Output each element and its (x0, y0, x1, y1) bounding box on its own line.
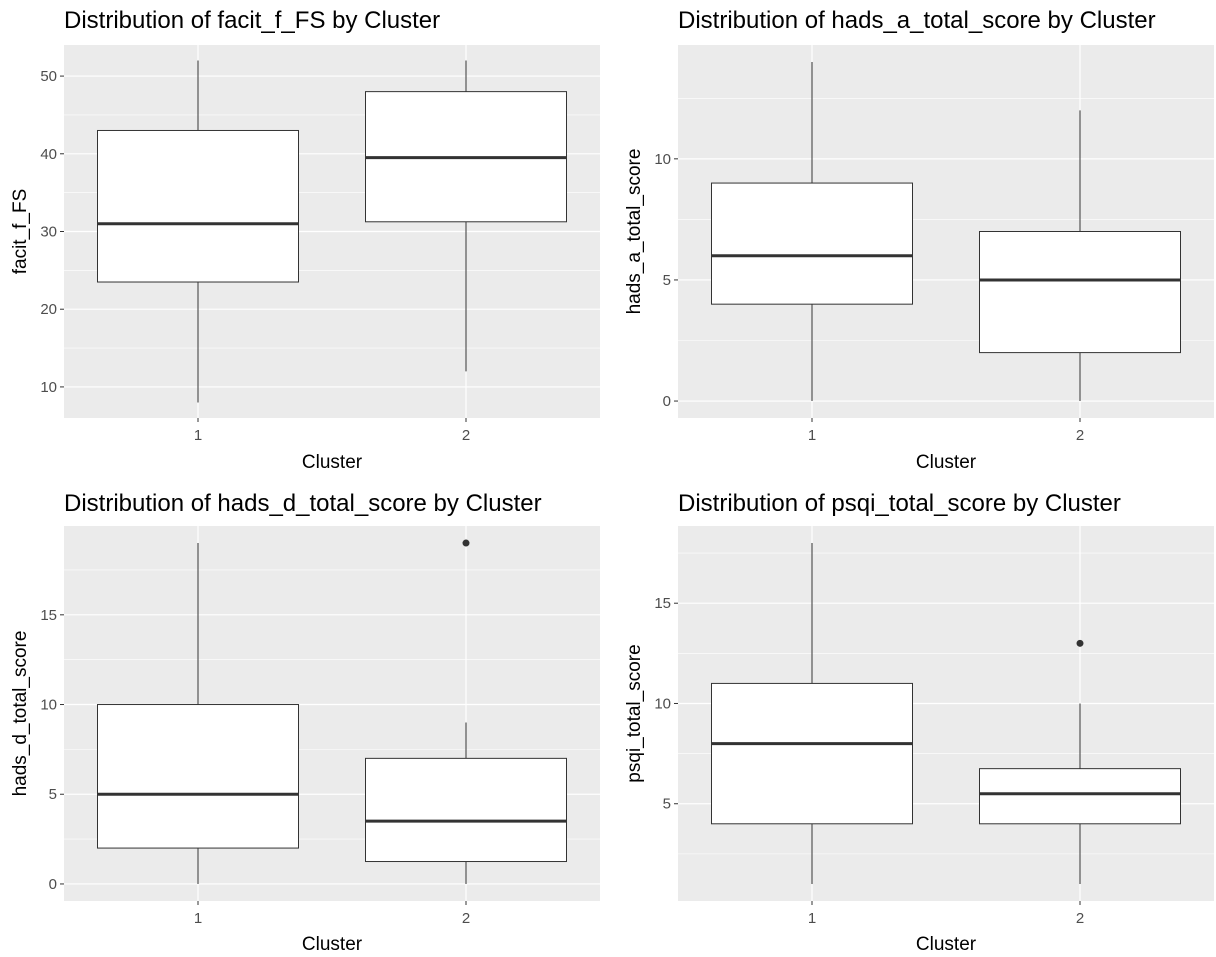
box-iqr (711, 682, 913, 825)
y-axis-title: facit_f_FS (10, 189, 31, 275)
x-tick-label: 2 (462, 910, 470, 927)
panel-title: Distribution of psqi_total_score by Clus… (678, 490, 1121, 517)
box-iqr (979, 768, 1181, 825)
box-iqr (97, 129, 299, 283)
y-tick-label: 10 (654, 695, 671, 712)
x-tick-label: 2 (1076, 910, 1084, 927)
panel-title: Distribution of hads_a_total_score by Cl… (678, 7, 1156, 34)
y-tick-label: 0 (49, 876, 57, 893)
box-iqr (711, 182, 913, 305)
x-tick-label: 1 (808, 910, 816, 927)
box-iqr (97, 704, 299, 849)
x-axis-title: Cluster (916, 934, 977, 955)
panel-3: 0 5 10 15 1 2 Distribution of hads_d_total_sco… (10, 490, 600, 955)
panel-4: 5 10 15 1 2 Distribution of psqi_total_score … (624, 490, 1214, 955)
y-axis-title: hads_a_total_score (624, 149, 645, 315)
y-axis-title: hads_d_total_score (10, 631, 31, 797)
y-tick-label: 20 (40, 301, 57, 318)
outlier-point (1076, 639, 1084, 647)
y-tick-label: 10 (40, 697, 57, 714)
y-tick-label: 10 (40, 379, 57, 396)
y-tick-label: 10 (654, 151, 671, 168)
box-cluster-2 (365, 539, 567, 884)
y-tick-label: 5 (49, 786, 57, 803)
y-tick-label: 40 (40, 146, 57, 163)
box-cluster-1 (97, 543, 299, 884)
outlier-point (462, 539, 470, 547)
panel-title: Distribution of hads_d_total_score by Cl… (64, 490, 542, 517)
panel-2: 0 5 10 1 2 Distribution of hads_a_total_score… (624, 7, 1214, 473)
panel-1: 10 20 30 40 50 1 2 Distribution of facit_f_FS b… (10, 7, 600, 473)
x-axis-title: Cluster (302, 934, 363, 955)
x-axis-title: Cluster (302, 452, 363, 473)
y-tick-label: 30 (40, 224, 57, 241)
y-tick-label: 5 (663, 272, 671, 289)
box-cluster-1 (97, 60, 299, 403)
box-cluster-1 (711, 543, 913, 884)
y-axis-title: psqi_total_score (624, 644, 645, 782)
y-tick-label: 50 (40, 68, 57, 85)
y-tick-label: 15 (40, 607, 57, 624)
x-tick-label: 2 (462, 427, 470, 444)
x-axis-title: Cluster (916, 452, 977, 473)
box-cluster-1 (711, 61, 913, 402)
x-tick-label: 2 (1076, 427, 1084, 444)
y-tick-label: 5 (663, 796, 671, 813)
box-iqr (365, 757, 567, 863)
y-tick-label: 15 (654, 595, 671, 612)
x-tick-label: 1 (808, 427, 816, 444)
box-cluster-2 (979, 639, 1181, 884)
x-tick-label: 1 (194, 427, 202, 444)
box-iqr (979, 231, 1181, 354)
box-cluster-2 (365, 60, 567, 372)
y-tick-label: 0 (663, 393, 671, 410)
panel-title: Distribution of facit_f_FS by Cluster (64, 7, 440, 34)
x-tick-label: 1 (194, 910, 202, 927)
box-cluster-2 (979, 110, 1181, 402)
